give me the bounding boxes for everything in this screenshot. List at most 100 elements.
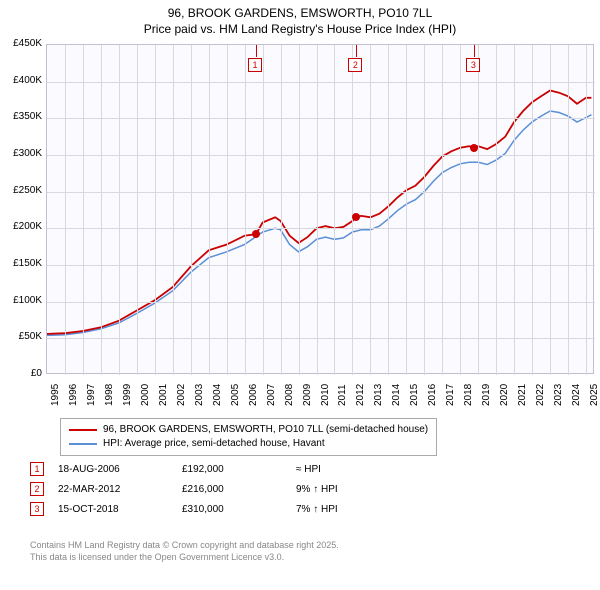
- marker-label-box: 2: [348, 58, 362, 72]
- legend-label: 96, BROOK GARDENS, EMSWORTH, PO10 7LL (s…: [103, 423, 428, 437]
- marker-guideline: [256, 45, 257, 57]
- x-tick-label: 2008: [284, 384, 295, 406]
- grid-line-v: [227, 45, 228, 375]
- y-tick-label: £200K: [2, 221, 42, 232]
- table-row: 1 18-AUG-2006 £192,000 ≈ HPI: [30, 462, 376, 476]
- x-tick-label: 2011: [337, 384, 348, 406]
- marker-label-box: 1: [248, 58, 262, 72]
- table-cell-delta: 9% ↑ HPI: [296, 484, 376, 495]
- grid-line-v: [209, 45, 210, 375]
- x-tick-label: 2012: [355, 384, 366, 406]
- table-cell-delta: ≈ HPI: [296, 464, 376, 475]
- x-tick-label: 1996: [68, 384, 79, 406]
- grid-line-v: [317, 45, 318, 375]
- grid-line-v: [352, 45, 353, 375]
- x-tick-label: 1999: [122, 384, 133, 406]
- grid-line-v: [299, 45, 300, 375]
- x-tick-label: 2020: [499, 384, 510, 406]
- table-row-marker: 3: [30, 502, 44, 516]
- x-tick-label: 1995: [50, 384, 61, 406]
- series-line: [47, 91, 591, 334]
- x-tick-label: 2003: [194, 384, 205, 406]
- table-row: 315-OCT-2018£310,0007% ↑ HPI: [30, 502, 376, 516]
- legend-label: HPI: Average price, semi-detached house,…: [103, 437, 325, 451]
- grid-line-h: [47, 82, 595, 83]
- legend-swatch: [69, 443, 97, 445]
- table-row-marker: 2: [30, 482, 44, 496]
- table-row-marker: 1: [30, 462, 44, 476]
- plot-area: [46, 44, 594, 374]
- legend: 96, BROOK GARDENS, EMSWORTH, PO10 7LL (s…: [60, 418, 437, 456]
- y-tick-label: £100K: [2, 295, 42, 306]
- footer-line-1: Contains HM Land Registry data © Crown c…: [30, 540, 339, 552]
- x-tick-label: 2005: [230, 384, 241, 406]
- table-cell-date: 18-AUG-2006: [58, 464, 168, 475]
- plot-svg: [47, 45, 595, 375]
- grid-line-v: [281, 45, 282, 375]
- grid-line-v: [550, 45, 551, 375]
- grid-line-v: [83, 45, 84, 375]
- grid-line-h: [47, 302, 595, 303]
- x-tick-label: 2019: [481, 384, 492, 406]
- x-tick-label: 2002: [176, 384, 187, 406]
- grid-line-v: [137, 45, 138, 375]
- grid-line-h: [47, 265, 595, 266]
- y-tick-label: £0: [2, 368, 42, 379]
- legend-swatch: [69, 429, 97, 431]
- x-tick-label: 2010: [320, 384, 331, 406]
- x-tick-label: 2015: [409, 384, 420, 406]
- y-tick-label: £50K: [2, 331, 42, 342]
- table-cell-price: £192,000: [182, 464, 282, 475]
- y-tick-label: £150K: [2, 258, 42, 269]
- x-tick-label: 2017: [445, 384, 456, 406]
- grid-line-h: [47, 192, 595, 193]
- grid-line-v: [388, 45, 389, 375]
- legend-item: HPI: Average price, semi-detached house,…: [69, 437, 428, 451]
- title-line-2: Price paid vs. HM Land Registry's House …: [0, 22, 600, 38]
- grid-line-v: [568, 45, 569, 375]
- marker-guideline: [474, 45, 475, 57]
- grid-line-v: [424, 45, 425, 375]
- x-tick-label: 1997: [86, 384, 97, 406]
- grid-line-v: [155, 45, 156, 375]
- grid-line-v: [370, 45, 371, 375]
- x-tick-label: 2001: [158, 384, 169, 406]
- x-tick-label: 2000: [140, 384, 151, 406]
- legend-item: 96, BROOK GARDENS, EMSWORTH, PO10 7LL (s…: [69, 423, 428, 437]
- grid-line-v: [460, 45, 461, 375]
- x-tick-label: 2004: [212, 384, 223, 406]
- grid-line-v: [442, 45, 443, 375]
- y-tick-label: £450K: [2, 38, 42, 49]
- grid-line-v: [496, 45, 497, 375]
- x-tick-label: 1998: [104, 384, 115, 406]
- grid-line-v: [119, 45, 120, 375]
- marker-guideline: [356, 45, 357, 57]
- grid-line-v: [406, 45, 407, 375]
- grid-line-v: [532, 45, 533, 375]
- x-tick-label: 2023: [553, 384, 564, 406]
- x-tick-label: 2006: [248, 384, 259, 406]
- grid-line-h: [47, 118, 595, 119]
- title-block: 96, BROOK GARDENS, EMSWORTH, PO10 7LL Pr…: [0, 0, 600, 39]
- footer-attribution: Contains HM Land Registry data © Crown c…: [30, 540, 339, 563]
- grid-line-v: [191, 45, 192, 375]
- x-tick-label: 2013: [373, 384, 384, 406]
- y-tick-label: £400K: [2, 75, 42, 86]
- chart-container: 96, BROOK GARDENS, EMSWORTH, PO10 7LL Pr…: [0, 0, 600, 590]
- grid-line-h: [47, 228, 595, 229]
- y-tick-label: £250K: [2, 185, 42, 196]
- grid-line-v: [514, 45, 515, 375]
- x-tick-label: 2024: [571, 384, 582, 406]
- grid-line-h: [47, 338, 595, 339]
- grid-line-v: [586, 45, 587, 375]
- table-cell-date: 15-OCT-2018: [58, 504, 168, 515]
- table-row: 222-MAR-2012£216,0009% ↑ HPI: [30, 482, 376, 496]
- x-tick-label: 2025: [589, 384, 600, 406]
- y-tick-label: £300K: [2, 148, 42, 159]
- grid-line-v: [478, 45, 479, 375]
- footer-line-2: This data is licensed under the Open Gov…: [30, 552, 339, 564]
- table-cell-delta: 7% ↑ HPI: [296, 504, 376, 515]
- grid-line-v: [245, 45, 246, 375]
- grid-line-v: [334, 45, 335, 375]
- price-table: 1 18-AUG-2006 £192,000 ≈ HPI 222-MAR-2012£21…: [30, 462, 376, 522]
